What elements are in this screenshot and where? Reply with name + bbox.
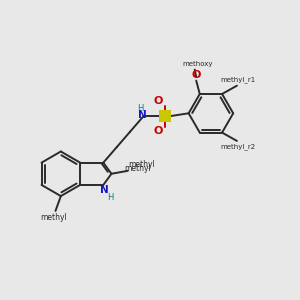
Text: methyl_r1: methyl_r1 [220,76,255,83]
Text: methyl: methyl [40,213,68,222]
Text: methyl: methyl [124,164,151,173]
Text: N: N [138,110,146,120]
Text: methyl_r2: methyl_r2 [220,143,255,150]
Text: O: O [154,96,163,106]
Text: O: O [154,126,163,136]
Bar [159,110,171,122]
Text: methyl: methyl [128,160,155,169]
Text: S: S [160,110,169,123]
Text: N: N [100,185,109,195]
Text: O: O [191,70,201,80]
Text: methoxy: methoxy [182,61,213,67]
Text: H: H [107,193,113,202]
Text: H: H [137,104,144,113]
